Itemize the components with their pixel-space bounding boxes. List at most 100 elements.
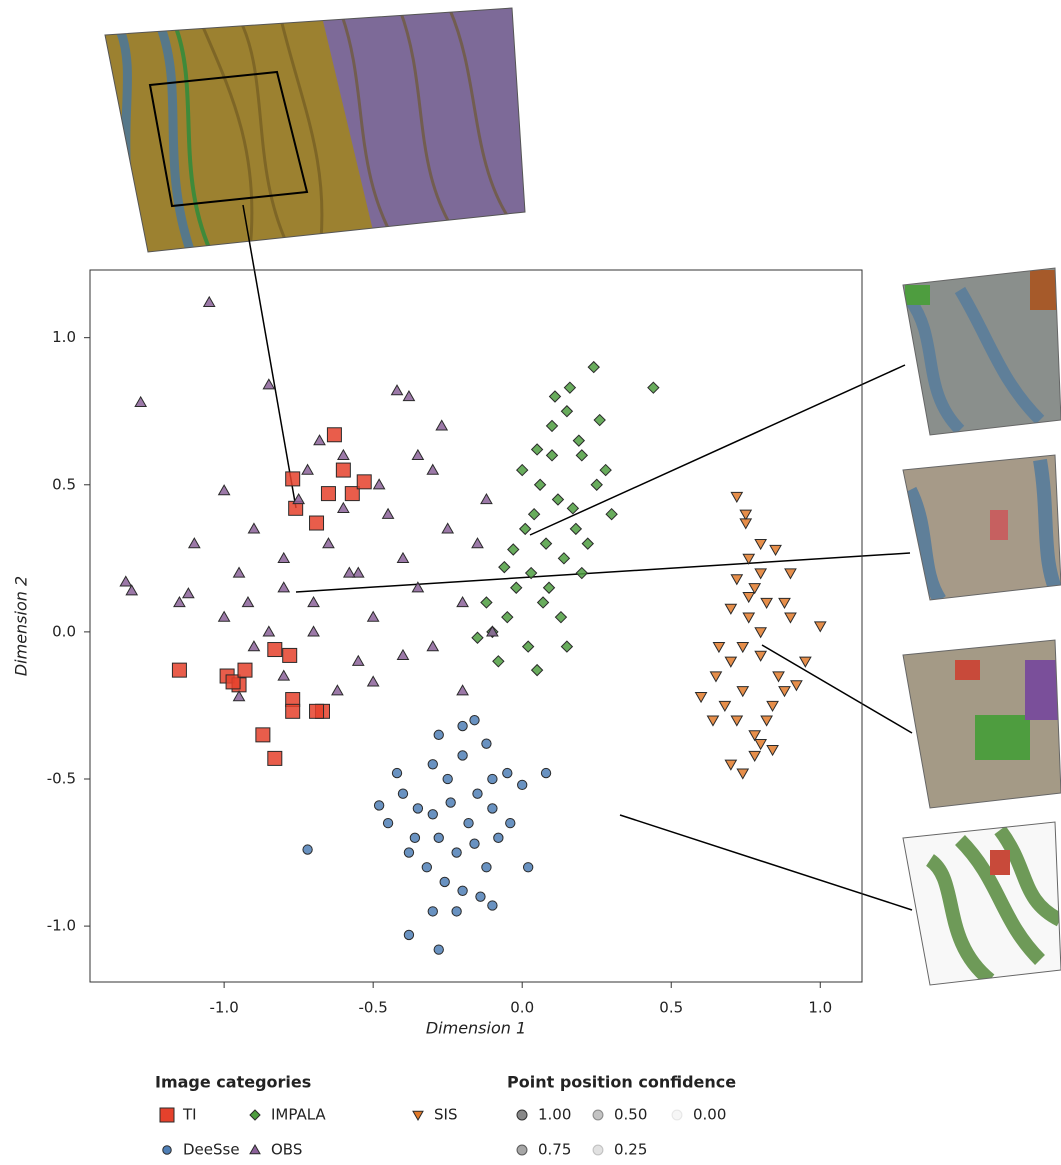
point <box>336 501 350 513</box>
point <box>433 729 444 741</box>
point <box>173 595 186 608</box>
point <box>439 876 450 888</box>
point <box>575 566 589 580</box>
point <box>730 491 744 504</box>
x-axis-label: Dimension 1 <box>426 1019 526 1038</box>
point <box>412 803 424 814</box>
point <box>760 597 773 609</box>
point <box>487 803 498 814</box>
x-tick-label: 0.0 <box>510 999 534 1017</box>
point <box>560 640 574 653</box>
point <box>754 568 768 580</box>
point <box>342 566 356 578</box>
point <box>593 413 606 427</box>
point <box>403 929 415 941</box>
point <box>182 587 195 599</box>
point <box>433 832 444 844</box>
point <box>331 684 344 696</box>
x-tick-label: -0.5 <box>359 999 388 1017</box>
point <box>372 478 386 490</box>
point <box>540 767 552 779</box>
point <box>285 471 301 487</box>
point <box>799 656 812 668</box>
confidence-label: 0.75 <box>538 1141 571 1159</box>
point <box>709 671 723 683</box>
x-tick-label: 0.5 <box>659 999 683 1017</box>
point <box>262 378 276 390</box>
point <box>742 591 756 604</box>
point <box>742 612 756 624</box>
point <box>575 449 589 462</box>
point <box>518 522 532 536</box>
x-tick-label: -1.0 <box>209 999 238 1017</box>
confidence-label: 0.50 <box>614 1106 647 1124</box>
point <box>736 686 750 698</box>
point <box>521 640 535 653</box>
legend-label: TI <box>182 1106 197 1124</box>
point <box>302 844 313 855</box>
legend-label: IMPALA <box>271 1106 326 1124</box>
point <box>309 515 325 531</box>
point <box>402 390 416 402</box>
point <box>320 486 336 502</box>
legend-marker <box>249 1109 261 1121</box>
point <box>766 744 779 757</box>
point <box>366 610 380 622</box>
point <box>480 492 493 505</box>
point <box>539 537 553 550</box>
point <box>335 462 351 478</box>
point <box>409 832 421 844</box>
point <box>481 862 492 873</box>
point <box>493 832 504 844</box>
point <box>581 537 594 550</box>
point <box>515 463 529 477</box>
point <box>766 700 779 712</box>
point <box>524 566 538 580</box>
point <box>724 759 738 771</box>
point <box>202 295 216 307</box>
point <box>502 767 513 779</box>
plot-frame <box>89 269 863 983</box>
point <box>313 434 326 446</box>
point <box>247 522 261 534</box>
point <box>457 720 468 732</box>
point <box>694 691 708 704</box>
y-axis-label: Dimension 2 <box>12 576 31 676</box>
y-tick-label: 0.5 <box>52 475 76 493</box>
point <box>730 715 744 727</box>
point <box>411 448 425 460</box>
point <box>441 522 455 534</box>
point <box>545 449 559 462</box>
point <box>572 434 586 447</box>
legend-marker <box>162 1145 172 1155</box>
point <box>522 862 534 873</box>
point <box>778 686 791 698</box>
point <box>326 427 342 443</box>
point <box>748 730 762 742</box>
y-tick-label: 0.0 <box>52 622 76 640</box>
point <box>457 885 468 896</box>
point <box>396 648 410 661</box>
point <box>748 750 762 762</box>
point <box>344 486 360 502</box>
point <box>356 474 372 490</box>
legend-marker <box>159 1107 175 1123</box>
point <box>463 817 474 829</box>
point <box>267 642 283 658</box>
connectors <box>242 204 913 911</box>
point <box>599 463 612 477</box>
point <box>277 551 291 563</box>
point <box>769 544 782 557</box>
point <box>480 596 493 609</box>
y-tick-label: 1.0 <box>52 328 76 346</box>
point <box>605 507 618 521</box>
point <box>411 581 425 593</box>
confidence-legend-title: Point position confidence <box>507 1073 736 1092</box>
point <box>772 671 785 683</box>
point <box>754 627 768 639</box>
point <box>784 568 797 580</box>
point <box>472 788 483 799</box>
point <box>587 360 600 374</box>
point <box>426 463 440 475</box>
